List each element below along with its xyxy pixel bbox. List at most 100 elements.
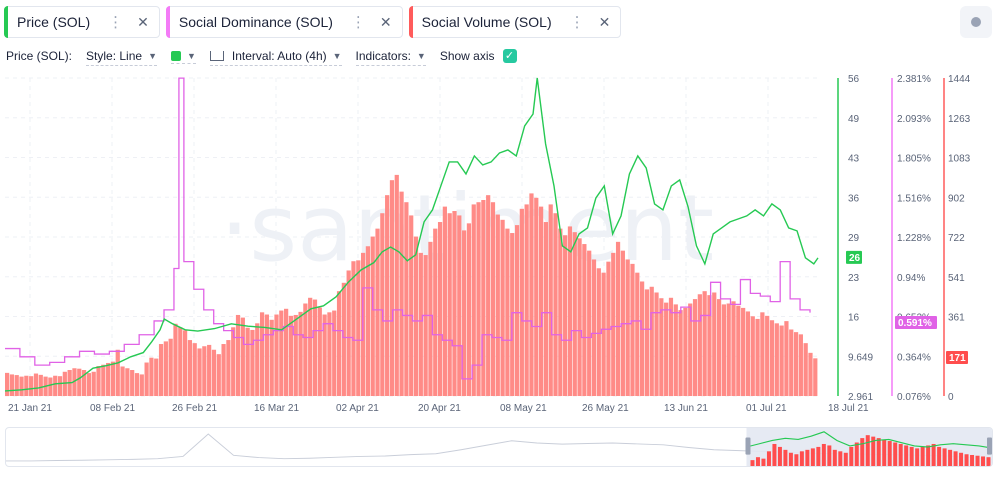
volume-bar	[553, 213, 558, 396]
more-options-icon[interactable]: ⋮	[350, 14, 366, 31]
more-options-icon[interactable]: ⋮	[569, 14, 585, 31]
volume-bar	[53, 375, 58, 396]
volume-bar	[808, 352, 813, 396]
indicators-dropdown[interactable]: Indicators: ▼	[355, 49, 426, 66]
volume-bar	[519, 208, 524, 396]
color-picker[interactable]: ▼	[170, 50, 196, 64]
style-dropdown[interactable]: Style: Line ▼	[86, 49, 157, 66]
navigator-volume-bar	[887, 441, 892, 466]
volume-bar	[447, 213, 452, 396]
settings-dot-icon	[971, 17, 981, 27]
volume-bar	[409, 215, 414, 396]
x-tick-label: 26 Feb 21	[172, 403, 217, 414]
navigator-volume-bar	[854, 442, 859, 466]
navigator-volume-bar	[909, 446, 914, 466]
tab-price-sol[interactable]: Price (SOL) ⋮ ✕	[4, 6, 160, 38]
navigator-volume-bar	[750, 460, 755, 466]
axis-tick-label: 1.228%	[897, 233, 931, 244]
volume-bar	[683, 307, 688, 396]
navigator-volume-bar	[986, 457, 991, 466]
volume-bar	[336, 291, 342, 396]
volume-bar	[659, 298, 664, 396]
volume-bar	[750, 316, 755, 396]
volume-bar	[548, 204, 553, 396]
volume-bar	[716, 299, 722, 396]
navigator-volume-bar	[805, 449, 810, 466]
axis-tick-label: 23	[848, 273, 860, 284]
volume-bar	[413, 236, 419, 396]
close-icon[interactable]: ✕	[379, 13, 392, 30]
dominance-current-badge	[895, 316, 937, 329]
volume-bar	[269, 319, 274, 396]
interval-icon	[209, 50, 224, 61]
navigator-volume-bar	[827, 445, 832, 466]
volume-bar	[351, 261, 356, 396]
volume-bar	[29, 376, 34, 396]
navigator-volume-bar	[876, 438, 881, 466]
show-axis-toggle[interactable]: Show axis ✓	[440, 49, 517, 65]
tab-color-bar	[4, 6, 8, 38]
close-icon[interactable]: ✕	[137, 13, 149, 30]
dominance-current-label: 0.591%	[898, 318, 932, 329]
axis-tick-label: 56	[848, 74, 860, 85]
volume-bar	[62, 371, 67, 396]
volume-bar	[134, 373, 140, 396]
volume-bar	[235, 314, 241, 396]
volume-bar	[91, 371, 96, 396]
main-chart[interactable]: ·santiment564943362923169.6492.9612.381%…	[0, 70, 1001, 415]
volume-bar	[611, 252, 616, 396]
volume-bar	[173, 323, 178, 396]
range-navigator[interactable]	[5, 427, 993, 467]
volume-bar	[317, 307, 322, 396]
tab-social-dominance-sol[interactable]: Social Dominance (SOL) ⋮ ✕	[165, 6, 403, 38]
volume-bar	[211, 349, 217, 396]
navigator-volume-bar	[865, 435, 870, 466]
volume-bar	[457, 215, 462, 396]
volume-current-badge	[946, 351, 968, 364]
volume-bar	[625, 259, 630, 396]
volume-bar	[14, 375, 19, 396]
x-tick-label: 26 May 21	[582, 403, 629, 414]
navigator-volume-bar	[860, 438, 865, 466]
volume-bar	[327, 312, 332, 396]
volume-bar	[784, 321, 789, 396]
navigator-volume-bar	[832, 449, 837, 466]
tab-label: Social Volume (SOL)	[421, 14, 552, 30]
show-axis-checkbox[interactable]: ✓	[502, 49, 517, 63]
axis-tick-label: 9.649	[848, 352, 873, 363]
interval-label: Interval: Auto (4h)	[231, 48, 327, 63]
price-current-badge	[846, 250, 862, 264]
volume-bar	[673, 304, 678, 396]
x-tick-label: 08 May 21	[500, 403, 547, 414]
navigator-volume-bar	[931, 443, 936, 466]
volume-bar	[404, 202, 409, 396]
volume-bar	[380, 213, 385, 396]
tab-social-volume-sol[interactable]: Social Volume (SOL) ⋮ ✕	[408, 6, 622, 38]
volume-bar	[678, 310, 683, 396]
more-options-icon[interactable]: ⋮	[108, 14, 124, 31]
interval-dropdown[interactable]: Interval: Auto (4h) ▼	[209, 48, 342, 66]
x-tick-label: 08 Feb 21	[90, 403, 135, 414]
navigator-volume-bar	[942, 448, 947, 466]
axis-tick-label: 49	[848, 114, 860, 125]
axis-tick-label: 1263	[948, 114, 971, 125]
volume-bar	[394, 174, 399, 396]
volume-bar	[591, 259, 597, 396]
axis-tick-label: 0.076%	[897, 392, 931, 403]
volume-bar	[534, 197, 539, 396]
volume-bar	[356, 260, 361, 396]
settings-button[interactable]	[960, 6, 992, 38]
navigator-volume-bar	[777, 446, 782, 466]
navigator-volume-bar	[882, 439, 887, 466]
volume-bar	[726, 303, 731, 396]
close-icon[interactable]: ✕	[598, 13, 611, 30]
metric-tabs: Price (SOL) ⋮ ✕ Social Dominance (SOL) ⋮…	[4, 6, 622, 38]
chevron-down-icon: ▼	[332, 50, 342, 61]
volume-bar	[308, 297, 313, 396]
volume-bar	[692, 299, 698, 396]
volume-bar	[707, 295, 712, 396]
volume-bar	[293, 314, 298, 396]
volume-bar	[437, 222, 443, 396]
x-tick-label: 21 Jan 21	[8, 403, 52, 414]
axis-tick-label: 541	[948, 273, 965, 284]
